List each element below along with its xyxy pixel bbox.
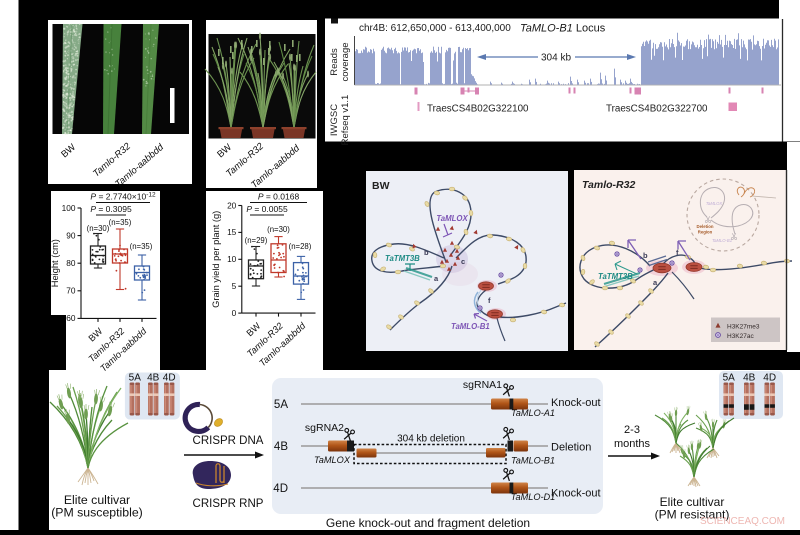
svg-text:60: 60: [66, 313, 76, 323]
svg-text:(n=30): (n=30): [87, 224, 110, 233]
svg-text:TaTMT3B: TaTMT3B: [385, 254, 420, 263]
svg-text:H3K27ac: H3K27ac: [727, 333, 754, 340]
svg-text:CRISPR DNA: CRISPR DNA: [193, 435, 264, 447]
svg-text:BW: BW: [372, 180, 390, 192]
svg-text:2-3: 2-3: [624, 424, 640, 436]
svg-text:CRISPR RNP: CRISPR RNP: [193, 498, 264, 510]
svg-text:304 kb deletion: 304 kb deletion: [397, 434, 465, 445]
svg-text:304 kb: 304 kb: [541, 53, 571, 64]
svg-text:IWGSC: IWGSC: [329, 104, 340, 136]
svg-text:4D: 4D: [273, 483, 288, 495]
svg-text:TaMLO-D1: TaMLO-D1: [511, 492, 556, 502]
svg-text:Deletion: Deletion: [697, 224, 714, 229]
svg-text:b: b: [643, 251, 648, 260]
svg-text:c: c: [461, 257, 465, 266]
svg-text:4B: 4B: [743, 373, 756, 384]
svg-text:70: 70: [66, 286, 76, 296]
svg-text:TraesCS4B02G322100: TraesCS4B02G322100: [427, 104, 529, 115]
svg-text:P = 2.7740×10-12: P = 2.7740×10-12: [90, 192, 156, 202]
svg-text:4D: 4D: [763, 373, 776, 384]
svg-text:(PM susceptible): (PM susceptible): [51, 506, 143, 520]
svg-text:months: months: [614, 438, 651, 450]
svg-text:20: 20: [227, 200, 237, 210]
svg-text:100: 100: [62, 203, 76, 213]
svg-text:Knock-out: Knock-out: [551, 488, 601, 500]
svg-text:(n=30): (n=30): [267, 225, 290, 234]
svg-text:TaTMT3B: TaTMT3B: [598, 272, 633, 281]
svg-text:Gene knock-out and fragment de: Gene knock-out and fragment deletion: [326, 516, 530, 530]
svg-text:Region: Region: [698, 230, 713, 235]
svg-text:90: 90: [66, 230, 76, 240]
svg-text:Deletion: Deletion: [551, 442, 591, 454]
svg-text:0: 0: [232, 308, 237, 318]
svg-text:TraesCS4B02G322700: TraesCS4B02G322700: [606, 104, 708, 115]
svg-text:5A: 5A: [129, 373, 142, 384]
svg-text:5: 5: [232, 281, 237, 291]
svg-text:(n=29): (n=29): [245, 236, 268, 245]
svg-text:4B: 4B: [147, 373, 160, 384]
svg-text:(n=35): (n=35): [109, 218, 132, 227]
svg-text:P = 0.0168: P = 0.0168: [258, 192, 300, 202]
svg-text:15: 15: [227, 227, 237, 237]
svg-text:TaMLOX: TaMLOX: [314, 455, 351, 465]
svg-text:P = 0.3095: P = 0.3095: [90, 204, 132, 214]
svg-text:4D: 4D: [163, 373, 176, 384]
svg-text:b: b: [424, 248, 429, 257]
svg-text:Height (cm): Height (cm): [50, 239, 60, 287]
svg-text:5A: 5A: [274, 399, 288, 411]
svg-text:TaMLO-B1: TaMLO-B1: [712, 238, 732, 243]
svg-text:sgRNA2: sgRNA2: [305, 422, 344, 434]
svg-text:H3K27me3: H3K27me3: [727, 324, 760, 331]
svg-text:SCIENCEAQ.COM: SCIENCEAQ.COM: [700, 516, 785, 527]
svg-text:(n=28): (n=28): [289, 242, 312, 251]
svg-text:Knock-out: Knock-out: [551, 397, 601, 409]
svg-text:Reads: Reads: [329, 48, 340, 76]
svg-text:TaMLO-B1: TaMLO-B1: [511, 456, 555, 466]
svg-text:TaMLOX: TaMLOX: [436, 214, 468, 223]
svg-text:TaMLO-B1: TaMLO-B1: [451, 322, 490, 331]
svg-text:TaMLO-B1 Locus: TaMLO-B1 Locus: [520, 23, 606, 35]
svg-text:TaMLOX: TaMLOX: [706, 201, 723, 206]
svg-text:Tamlo-R32: Tamlo-R32: [582, 179, 635, 191]
svg-text:Refseq v1.1: Refseq v1.1: [340, 95, 351, 146]
svg-text:4B: 4B: [274, 441, 288, 453]
svg-text:(n=35): (n=35): [130, 242, 153, 251]
svg-text:TaMLO-A1: TaMLO-A1: [511, 408, 555, 418]
svg-text:10: 10: [227, 254, 237, 264]
svg-text:sgRNA1: sgRNA1: [463, 379, 502, 391]
svg-text:coverage: coverage: [340, 42, 351, 81]
svg-text:5A: 5A: [723, 373, 736, 384]
svg-text:80: 80: [66, 258, 76, 268]
svg-text:Grain yield per plant (g): Grain yield per plant (g): [211, 211, 221, 308]
svg-text:chr4B: 612,650,000 - 613,400,0: chr4B: 612,650,000 - 613,400,000: [359, 23, 511, 34]
svg-text:P = 0.0055: P = 0.0055: [246, 204, 288, 214]
